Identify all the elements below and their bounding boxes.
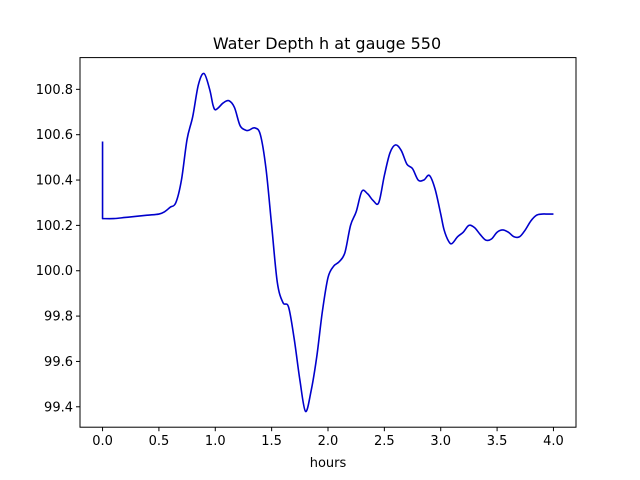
x-tick-label: 2.0: [318, 434, 339, 449]
y-tick-label: 100.2: [36, 219, 73, 234]
chart-title: Water Depth h at gauge 550: [213, 34, 441, 53]
x-tick-label: 3.0: [430, 434, 451, 449]
y-axis-ticks: 99.4 99.6 99.8 100.0 100.2 100.4 100.6 100.8: [36, 83, 80, 415]
x-tick-label: 3.5: [487, 434, 508, 449]
y-tick-label: 100.6: [36, 128, 73, 143]
plot-frame: [79, 57, 577, 428]
x-axis-title: hours: [310, 456, 347, 471]
y-tick-label: 100.4: [36, 174, 73, 189]
x-tick-label: 1.5: [261, 434, 282, 449]
x-tick-label: 0.0: [92, 434, 113, 449]
x-tick-label: 0.5: [149, 434, 170, 449]
x-tick-label: 1.0: [205, 434, 226, 449]
x-tick-label: 4.0: [543, 434, 564, 449]
y-tick-label: 100.0: [36, 264, 73, 279]
y-tick-label: 99.4: [44, 400, 73, 415]
y-tick-label: 99.6: [44, 355, 73, 370]
series-layer: [101, 72, 554, 413]
y-tick-label: 100.8: [36, 83, 73, 98]
series-line: [101, 72, 554, 413]
x-tick-label: 2.5: [374, 434, 395, 449]
x-axis-ticks: 0.0 0.5 1.0 1.5 2.0 2.5 3.0 3.5 4.0: [92, 427, 564, 449]
y-tick-label: 99.8: [44, 310, 73, 325]
